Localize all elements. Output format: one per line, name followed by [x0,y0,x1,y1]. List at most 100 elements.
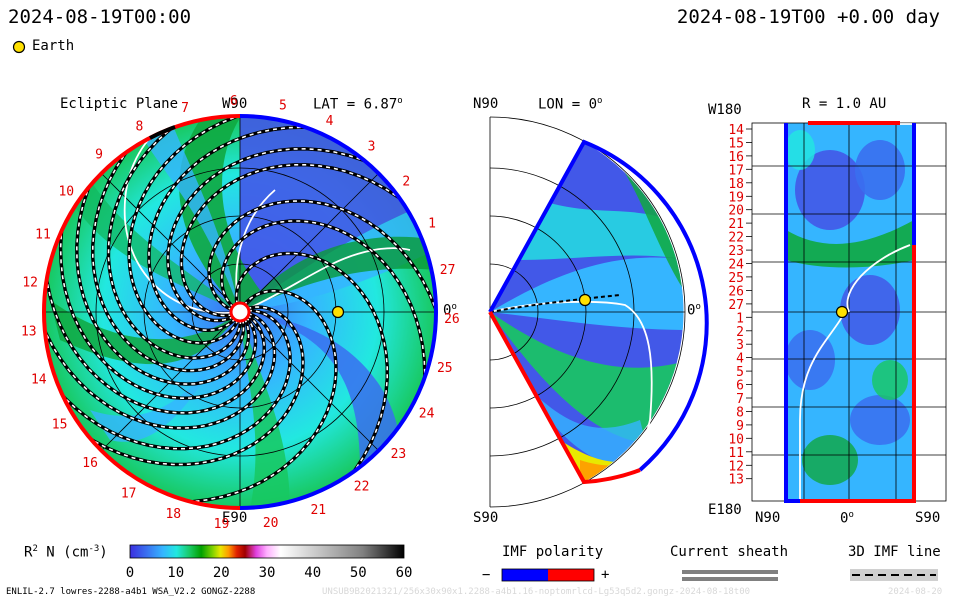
carrington-label: 23 [391,447,407,462]
imf-line-dash [208,200,436,323]
colorbar-ticks: 0 10 20 30 40 50 60 [126,565,413,581]
imf-line-dash [235,252,388,483]
carrington-label: 21 [310,503,326,518]
imf-line-dash [44,312,276,429]
radial-bottom-left: N90 [755,510,781,526]
imf-line-label: 3D IMF line [848,544,941,560]
imf-line-dash [148,126,319,332]
meridional-bottom-label: S90 [473,510,499,526]
carrington-label: 15 [52,417,68,432]
rotation-label: 7 [736,392,744,407]
sun-icon [229,301,251,323]
footer-trailing: 2024-08-20 [888,587,943,597]
rotation-label: 2 [736,325,744,340]
rotation-label: 12 [728,459,744,474]
footer-run-id: UNSUB9B2021321/256x30x90x1.2288-a4b1.16-… [322,587,751,597]
current-sheath-swatch [682,570,778,574]
imf-polarity-positive-swatch [548,569,594,581]
colorbar-tick-label: 40 [304,565,321,581]
radial-bottom-mid: 0o [840,510,854,527]
rotation-label: 16 [728,150,744,165]
imf-polarity-negative-swatch [502,569,548,581]
rotation-label: 26 [728,284,744,299]
ecliptic-right-label: 0o [443,302,457,319]
colorbar-tick-label: 0 [126,565,134,581]
colorbar-tick-label: 10 [167,565,184,581]
ecliptic-lat-label: LAT = 6.87o [313,96,403,113]
rotation-label: 23 [728,244,744,259]
rotation-label: 21 [728,217,744,232]
ecliptic-imf-lines [44,116,436,504]
radial-carrington-labels: 1415161718192021222324252627123456789101… [728,123,752,488]
colorbar-tick-label: 50 [350,565,367,581]
radial-corner-bottom: E180 [708,502,742,518]
imf-line-dash [178,289,337,503]
imf-line-dash [220,220,426,391]
imf-minus-label: − [482,567,491,583]
carrington-label: 17 [121,486,137,501]
carrington-label: 13 [21,325,37,340]
colorbar-tick-label: 30 [259,565,276,581]
timestamp-left: 2024-08-19T00:00 [8,6,192,28]
carrington-label: 4 [326,114,334,129]
carrington-label: 22 [354,480,370,495]
carrington-label: 11 [35,228,51,243]
earth-legend-label: Earth [32,38,75,54]
rotation-label: 6 [736,379,744,394]
imf-line-dash [92,141,245,372]
carrington-label: 10 [58,184,74,199]
colorbar-tick-label: 20 [213,565,230,581]
rotation-label: 8 [736,405,744,420]
rotation-label: 11 [728,446,744,461]
imf-line-dash [107,120,242,359]
earth-legend-icon [12,40,26,54]
carrington-label: 16 [82,456,98,471]
carrington-label: 3 [368,140,376,155]
current-sheath-label: Current sheath [670,544,789,560]
colorbar-gradient [129,544,405,559]
colorbar-tick-label: 60 [396,565,413,581]
carrington-label: 5 [279,98,287,113]
carrington-label: 2 [402,175,410,190]
rotation-label: 3 [736,338,744,353]
imf-line-dash [75,175,250,385]
rotation-label: 14 [728,123,744,138]
carrington-label: 24 [419,407,435,422]
rotation-label: 10 [728,432,744,447]
rotation-label: 4 [736,352,744,367]
meridional-panel [488,116,709,508]
imf-line-dash [128,116,251,344]
imf-line-dash [54,309,291,450]
carrington-label: 8 [135,119,143,134]
rotation-label: 18 [728,177,744,192]
carrington-label: 19 [214,517,230,532]
meridional-imf-line [489,294,621,313]
rotation-label: 15 [728,136,744,151]
carrington-label: 26 [444,312,460,327]
colorbar-label: R2 N (cm-3) [24,544,108,561]
timestamp-right: 2024-08-19T00 +0.00 day [676,6,940,28]
carrington-label: 25 [437,361,453,376]
imf-line-dash [44,266,265,414]
rotation-label: 27 [728,298,744,313]
rotation-label: 20 [728,204,744,219]
imf-line-dash [59,217,257,400]
meridional-right-label: 0o [687,302,701,319]
rotation-label: 1 [736,311,744,326]
radial-title: R = 1.0 AU [802,96,887,112]
earth-marker-meridional [578,293,592,307]
imf-plus-label: + [601,567,610,583]
rotation-label: 5 [736,365,744,380]
radial-panel: 1415161718192021222324252627123456789101… [728,121,947,503]
rotation-label: 25 [728,271,744,286]
rotation-label: 19 [728,190,744,205]
imf-line-dash [180,164,411,317]
carrington-label: 27 [440,263,456,278]
rotation-label: 17 [728,163,744,178]
ecliptic-rim-positive [42,114,241,510]
earth-marker-radial [835,305,849,319]
footer-model: ENLIL-2.7 lowres-2288-a4b1 WSA_V2.2 GONG… [6,587,256,597]
